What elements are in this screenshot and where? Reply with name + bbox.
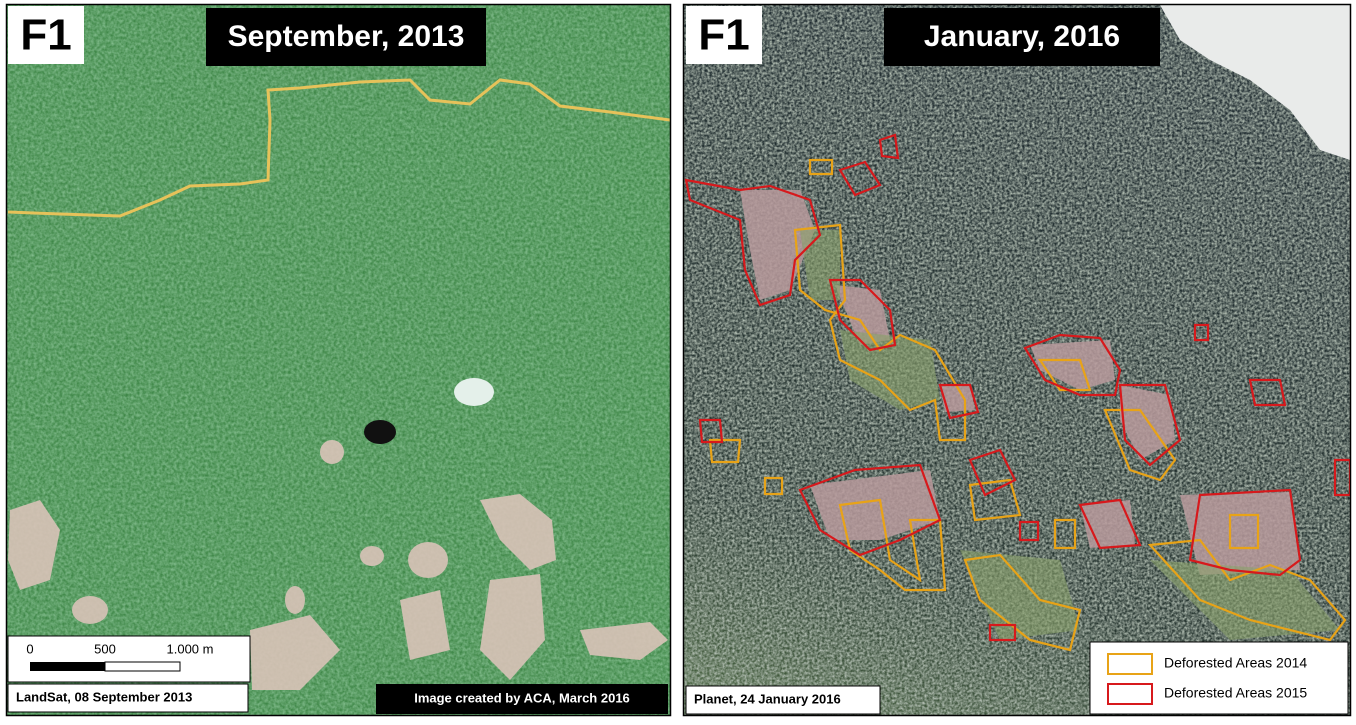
panel-label: F1 [698, 11, 749, 60]
left-panel [7, 5, 670, 715]
river [7, 78, 670, 218]
label-box [686, 6, 762, 64]
legend-label: Deforested Areas 2015 [1164, 685, 1307, 701]
cleared-areas [740, 190, 1300, 575]
outlines-2015 [684, 133, 1350, 642]
credit: Image created by ACA, March 2016 [414, 690, 630, 705]
legend-swatch [1107, 683, 1153, 705]
panel-title: January, 2016 [924, 20, 1120, 53]
shadow [364, 420, 396, 444]
scale-bar-segment [104, 661, 181, 672]
label-box [8, 6, 84, 64]
scale-label: 0 [26, 641, 33, 656]
credit-box [376, 684, 668, 714]
regrowth-areas [800, 230, 1340, 640]
cloud [1160, 5, 1350, 160]
scale-bar-segment [30, 662, 105, 671]
forest-texture [7, 5, 670, 715]
legend-swatch [1107, 653, 1153, 675]
scale-label: 500 [94, 641, 116, 656]
title-box [206, 8, 486, 66]
caption-box [7, 683, 249, 713]
scale-bar-box [7, 635, 251, 683]
caption-box [685, 685, 881, 715]
caption: Planet, 24 January 2016 [694, 691, 841, 706]
clearings [8, 440, 668, 690]
panel-title: September, 2013 [228, 20, 465, 53]
legend-label: Deforested Areas 2014 [1164, 655, 1307, 671]
legend: Deforested Areas 2014 Deforested Areas 20… [1107, 653, 1307, 705]
clearing [454, 378, 494, 406]
right-panel [684, 5, 1350, 715]
panel-border [5, 3, 672, 717]
panel-border [682, 3, 1352, 717]
panel-label: F1 [20, 11, 71, 60]
outlines-2014 [708, 158, 1347, 652]
scale-label: 1.000 m [167, 641, 214, 656]
title-box [884, 8, 1160, 66]
caption: LandSat, 08 September 2013 [16, 689, 192, 704]
